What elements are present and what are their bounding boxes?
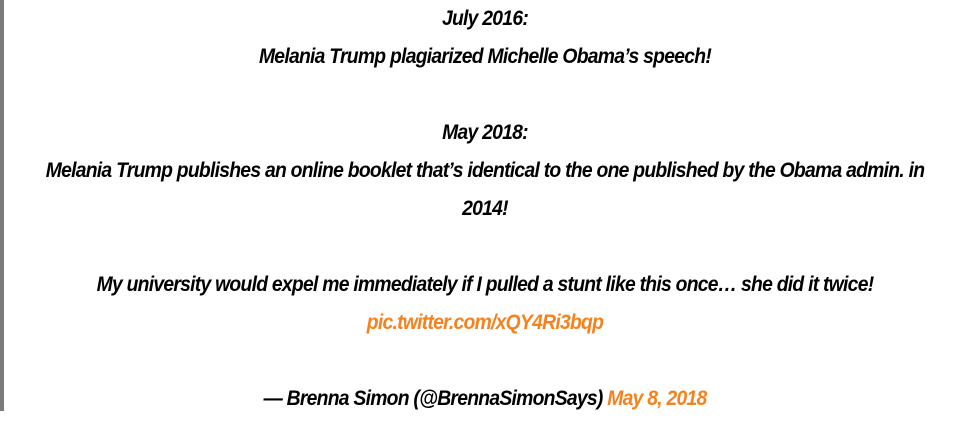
spacer [42, 342, 927, 380]
tweet-date-heading-2: May 2018: [442, 121, 528, 144]
tweet-author: — Brenna Simon (@BrennaSimonSays) [263, 387, 603, 410]
tweet-date-heading-1: July 2016: [441, 7, 529, 30]
tweet-attribution-line: — Brenna Simon (@BrennaSimonSays) May 8,… [42, 380, 927, 418]
spacer [42, 76, 927, 114]
tweet-text-1: Melania Trump plagiarized Michelle Obama… [258, 45, 712, 68]
tweet-text-2: Melania Trump publishes an online bookle… [45, 159, 925, 220]
tweet-date-link[interactable]: May 8, 2018 [607, 387, 707, 410]
spacer [42, 228, 927, 266]
pic-link[interactable]: pic.twitter.com/xQY4Ri3bqp [366, 311, 604, 334]
tweet-text-3: My university would expel me immediately… [96, 273, 875, 296]
left-border [0, 0, 4, 411]
embedded-tweet: July 2016: Melania Trump plagiarized Mic… [42, 0, 927, 418]
